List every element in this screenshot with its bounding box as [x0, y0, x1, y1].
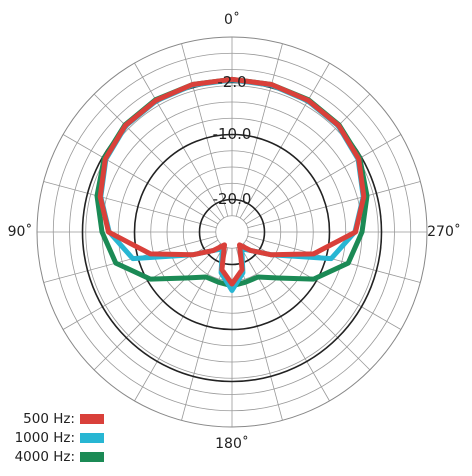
legend-label: 4000 Hz:	[15, 449, 75, 465]
legend-label: 1000 Hz:	[15, 430, 75, 446]
minor-ring	[215, 215, 249, 249]
r-grid-ring	[133, 133, 331, 331]
spoke	[235, 247, 283, 421]
theta-tick-label: 180˚	[215, 435, 249, 452]
r-tick-label: -20.0	[213, 190, 252, 208]
legend-label: 500 Hz:	[23, 411, 75, 427]
spoke	[93, 243, 221, 371]
spoke	[43, 181, 217, 229]
legend-swatch	[80, 414, 104, 424]
r-grid-ring	[81, 81, 383, 383]
spoke	[243, 243, 371, 371]
r-grid-ring	[198, 198, 266, 266]
spoke	[43, 235, 217, 283]
spoke	[181, 247, 229, 421]
spoke	[245, 134, 402, 225]
spoke	[134, 245, 225, 402]
spoke	[239, 245, 330, 402]
theta-tick-label: 90˚	[8, 223, 33, 240]
spoke	[93, 93, 221, 221]
spoke	[247, 181, 421, 229]
r-tick-label: -2.0	[217, 73, 246, 91]
theta-tick-label: 270˚	[427, 223, 461, 240]
legend-swatch	[80, 452, 104, 462]
spoke	[243, 93, 371, 221]
outer-ring	[36, 36, 428, 428]
polar-line	[97, 76, 367, 287]
legend-swatch	[80, 433, 104, 443]
theta-tick-label: 0˚	[224, 11, 240, 28]
spoke	[247, 235, 421, 283]
spoke	[235, 43, 283, 217]
spoke	[62, 134, 219, 225]
spoke	[239, 62, 330, 219]
spoke	[181, 43, 229, 217]
spoke	[134, 62, 225, 219]
r-tick-label: -10.0	[213, 125, 252, 143]
